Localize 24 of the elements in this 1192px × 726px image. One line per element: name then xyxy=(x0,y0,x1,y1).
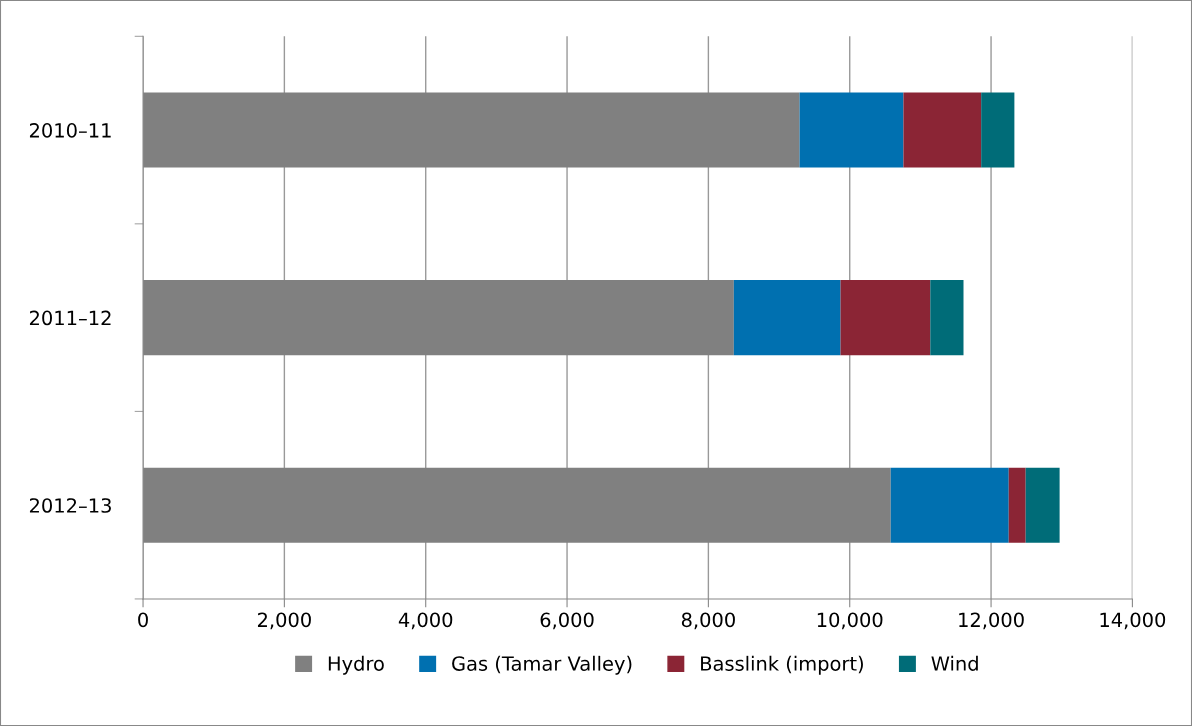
x-tick-label: 6,000 xyxy=(540,612,594,630)
bar xyxy=(890,467,1009,543)
bar xyxy=(903,92,982,168)
x-tick-label: 4,000 xyxy=(398,612,453,630)
x-tick-label: 2,000 xyxy=(257,612,311,630)
x-tick-label: 8,000 xyxy=(681,612,735,630)
bar xyxy=(840,280,931,356)
x-tick-label: 14,000 xyxy=(1100,612,1166,630)
bar xyxy=(1025,467,1060,543)
y-tick-label: 2010–11 xyxy=(29,123,111,138)
legend-label: Basslink (import) xyxy=(701,655,863,675)
x-tick-label: 10,000 xyxy=(817,612,883,630)
x-tick-label: 0 xyxy=(138,612,148,628)
legend-label: Wind xyxy=(931,655,978,671)
bar xyxy=(930,280,964,356)
bar xyxy=(799,92,904,168)
bar xyxy=(1008,467,1026,543)
legend-label: Gas (Tamar Valley) xyxy=(452,655,632,675)
bar xyxy=(981,92,1015,168)
y-tick-label: 2012–13 xyxy=(29,498,111,513)
bar xyxy=(733,280,841,356)
y-tick-label: 2011–12 xyxy=(29,310,111,326)
x-tick-label: 12,000 xyxy=(959,612,1024,630)
legend-label: Hydro xyxy=(328,655,384,675)
